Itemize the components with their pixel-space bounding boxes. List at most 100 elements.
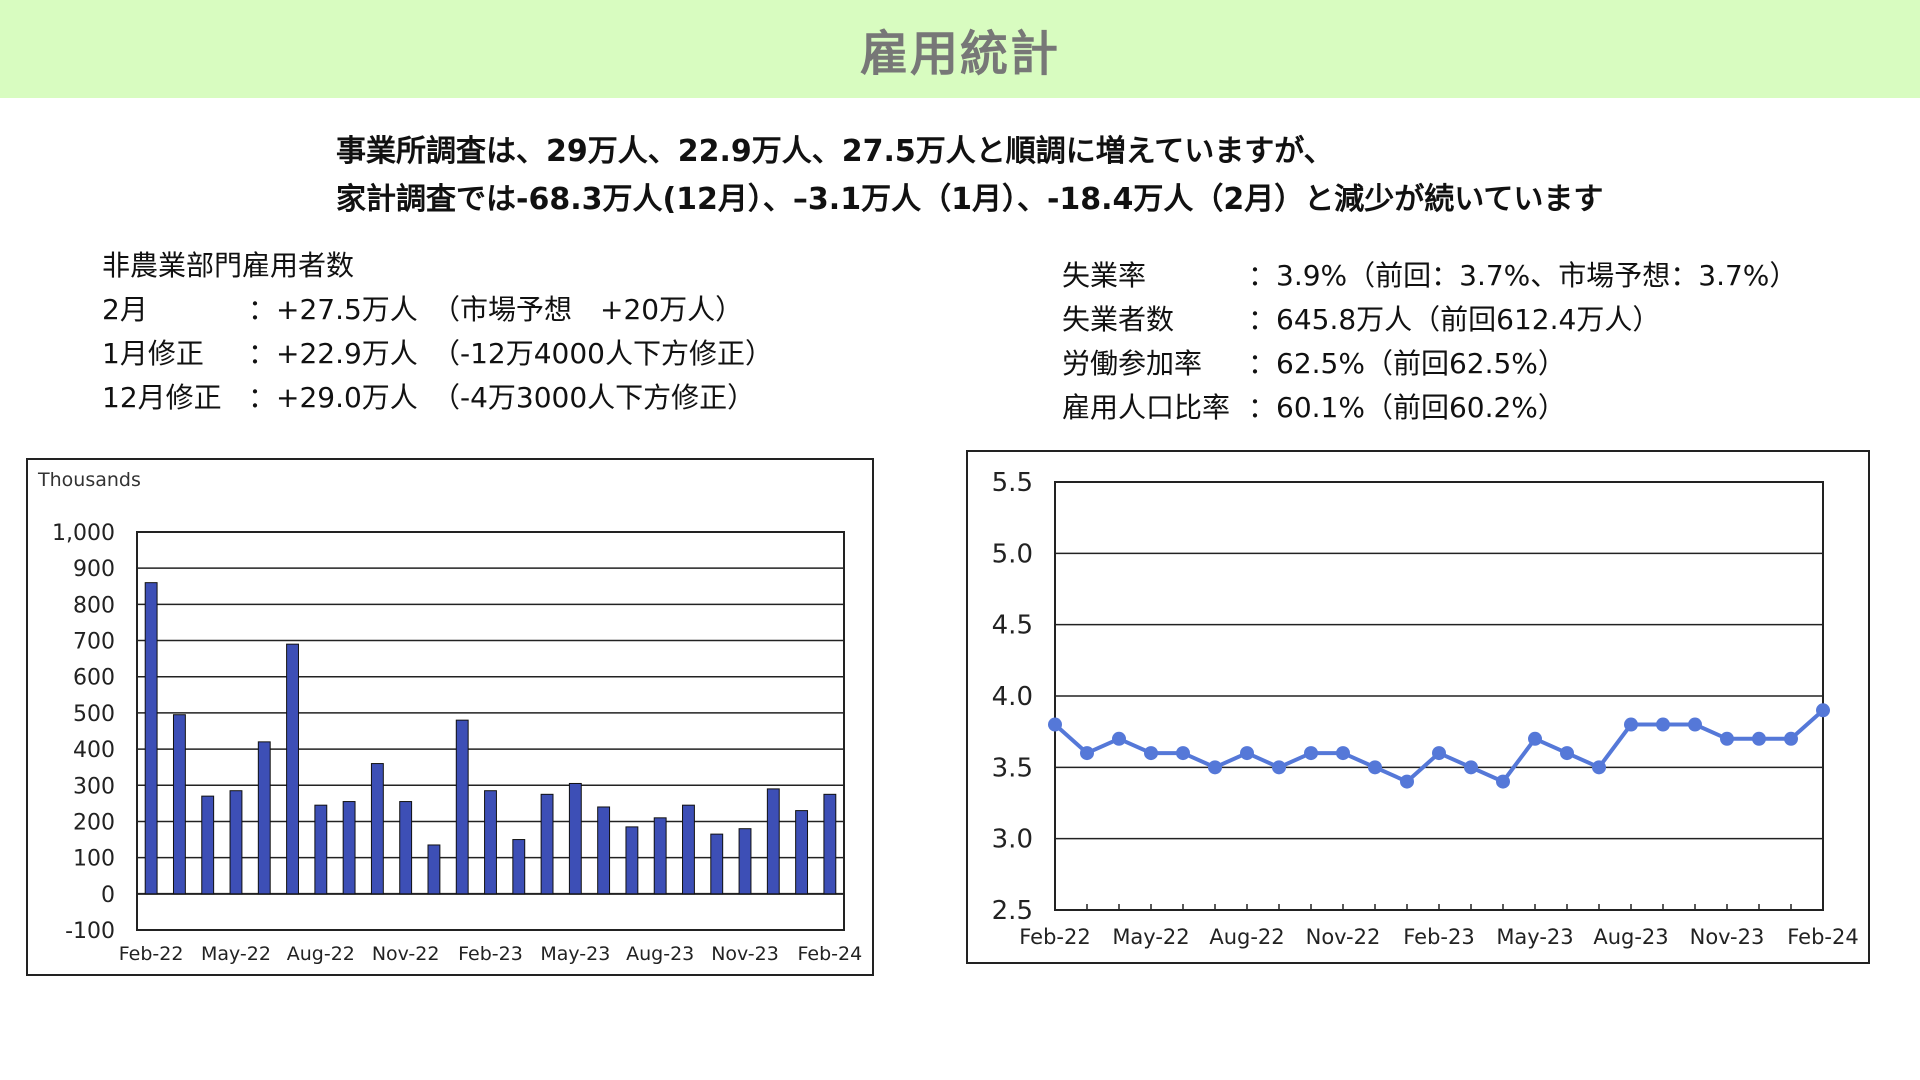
payroll-value: ：+22.9万人 bbox=[248, 337, 418, 370]
title-bar: 雇用統計 bbox=[0, 0, 1920, 98]
unemployment-label: 失業率 bbox=[1062, 259, 1147, 292]
data-point bbox=[1496, 774, 1510, 789]
data-point bbox=[1048, 717, 1062, 732]
data-point bbox=[1592, 760, 1606, 775]
data-point bbox=[1400, 774, 1414, 789]
data-point bbox=[1112, 731, 1126, 746]
bar bbox=[172, 714, 186, 895]
unemployment-value: ：3.9%（前回：3.7%、市場予想：3.7%） bbox=[1248, 259, 1798, 292]
bar bbox=[625, 826, 639, 895]
unemployment-value: ：62.5%（前回62.5%） bbox=[1248, 347, 1566, 380]
payroll-row: 2月 ：+27.5万人 （市場予想 +20万人） bbox=[102, 288, 773, 332]
bar bbox=[257, 741, 271, 895]
payroll-label: 1月修正 bbox=[102, 337, 204, 370]
data-point bbox=[1304, 746, 1318, 761]
x-tick-label: Aug-22 bbox=[287, 943, 355, 965]
unemployment-row: 労働参加率 ：62.5%（前回62.5%） bbox=[1062, 342, 1797, 386]
bar bbox=[201, 795, 215, 895]
y-tick-label: 900 bbox=[73, 557, 115, 582]
y-tick-label: 500 bbox=[73, 702, 115, 727]
data-point bbox=[1688, 717, 1702, 732]
y-unit-label: Thousands bbox=[37, 469, 141, 491]
payroll-chart-frame: Thousands 1,000 900 800 700 600 500 400 300 200 10… bbox=[26, 458, 874, 976]
bar bbox=[370, 763, 384, 895]
bar bbox=[427, 844, 441, 895]
bar bbox=[314, 804, 328, 895]
payroll-row: 1月修正 ：+22.9万人 （-12万4000人下方修正） bbox=[102, 332, 773, 376]
y-tick-label: 2.5 bbox=[992, 896, 1033, 926]
data-point bbox=[1624, 717, 1638, 732]
x-tick-label: Nov-22 bbox=[372, 943, 440, 965]
payroll-note: （市場予想 +20万人） bbox=[432, 293, 744, 326]
x-tick-label: Feb-23 bbox=[1403, 925, 1474, 949]
data-point bbox=[1752, 731, 1766, 746]
data-point bbox=[1240, 746, 1254, 761]
x-tick-label: Feb-22 bbox=[119, 943, 184, 965]
unemployment-row: 失業者数 ：645.8万人（前回612.4万人） bbox=[1062, 298, 1797, 342]
y-tick-label: 4.0 bbox=[992, 682, 1033, 712]
payroll-label: 2月 bbox=[102, 293, 148, 326]
data-point bbox=[1208, 760, 1222, 775]
payroll-row: 12月修正 ：+29.0万人 （-4万3000人下方修正） bbox=[102, 376, 773, 420]
data-point bbox=[1784, 731, 1798, 746]
data-point bbox=[1176, 746, 1190, 761]
x-tick-label: May-23 bbox=[1496, 925, 1573, 949]
payroll-info: 非農業部門雇用者数 2月 ：+27.5万人 （市場予想 +20万人） 1月修正 … bbox=[102, 244, 773, 420]
x-tick-label: Feb-24 bbox=[1787, 925, 1858, 949]
series-line bbox=[1053, 708, 1825, 785]
unemployment-chart-frame: 5.5 5.0 4.5 4.0 3.5 3.0 2.5 Feb-22 May-22 Aug-22 N… bbox=[966, 450, 1870, 964]
data-point bbox=[1528, 731, 1542, 746]
y-tick-label: 5.5 bbox=[992, 468, 1033, 498]
x-tick-label: Aug-22 bbox=[1209, 925, 1284, 949]
unemployment-row: 失業率 ：3.9%（前回：3.7%、市場予想：3.7%） bbox=[1062, 254, 1797, 298]
page-title: 雇用統計 bbox=[859, 26, 1060, 82]
data-point bbox=[1432, 746, 1446, 761]
y-tick-label: 3.0 bbox=[992, 825, 1033, 855]
unemployment-label: 雇用人口比率 bbox=[1062, 391, 1231, 424]
y-tick-label: 100 bbox=[73, 847, 115, 872]
y-tick-label: 200 bbox=[73, 810, 115, 835]
y-tick-label: 4.5 bbox=[992, 611, 1033, 641]
data-point bbox=[1720, 731, 1734, 746]
bar bbox=[144, 582, 158, 895]
bar bbox=[512, 839, 526, 895]
x-tick-label: Nov-23 bbox=[711, 943, 779, 965]
headline: 事業所調査は、29万人、22.9万人、27.5万人と順調に増えていますが、 家計… bbox=[336, 128, 1896, 224]
unemployment-label: 労働参加率 bbox=[1062, 347, 1203, 380]
bar bbox=[286, 643, 299, 895]
data-point bbox=[1560, 746, 1574, 761]
bar bbox=[455, 719, 469, 895]
bar bbox=[399, 801, 413, 895]
payroll-bar-chart: Thousands 1,000 900 800 700 600 500 400 300 200 10… bbox=[37, 469, 863, 965]
payroll-heading: 非農業部門雇用者数 bbox=[102, 249, 355, 282]
unemployment-row: 雇用人口比率 ：60.1%（前回60.2%） bbox=[1062, 386, 1797, 430]
unemployment-value: ：60.1%（前回60.2%） bbox=[1248, 391, 1566, 424]
bar bbox=[710, 833, 724, 895]
bar bbox=[568, 782, 582, 895]
x-tick-label: Feb-24 bbox=[798, 943, 863, 965]
bar bbox=[766, 788, 780, 895]
y-tick-label: 600 bbox=[73, 666, 115, 691]
x-tick-label: Aug-23 bbox=[626, 943, 694, 965]
bar bbox=[653, 817, 667, 895]
bar bbox=[795, 810, 809, 895]
x-tick-label: Nov-22 bbox=[1306, 925, 1381, 949]
data-point bbox=[1368, 760, 1382, 775]
x-tick-label: Feb-23 bbox=[458, 943, 523, 965]
y-tick-label: -100 bbox=[65, 919, 115, 944]
x-tick-label: May-23 bbox=[540, 943, 610, 965]
y-tick-label: 700 bbox=[73, 630, 115, 655]
data-point bbox=[1656, 717, 1670, 732]
y-tick-label: 3.5 bbox=[992, 753, 1033, 783]
bar bbox=[738, 828, 752, 895]
data-point bbox=[1272, 760, 1286, 775]
headline-line-2: 家計調査では-68.3万人(12月）、–3.1万人（1月）、-18.4万人（2月… bbox=[336, 182, 1604, 217]
unemployment-value: ：645.8万人（前回612.4万人） bbox=[1248, 303, 1661, 336]
x-tick-label: May-22 bbox=[1112, 925, 1189, 949]
unemployment-info: 失業率 ：3.9%（前回：3.7%、市場予想：3.7%） 失業者数 ：645.8… bbox=[1062, 254, 1797, 430]
data-point bbox=[1464, 760, 1478, 775]
data-point bbox=[1336, 746, 1350, 761]
data-point bbox=[1144, 746, 1158, 761]
headline-line-1: 事業所調査は、29万人、22.9万人、27.5万人と順調に増えていますが、 bbox=[336, 134, 1334, 169]
